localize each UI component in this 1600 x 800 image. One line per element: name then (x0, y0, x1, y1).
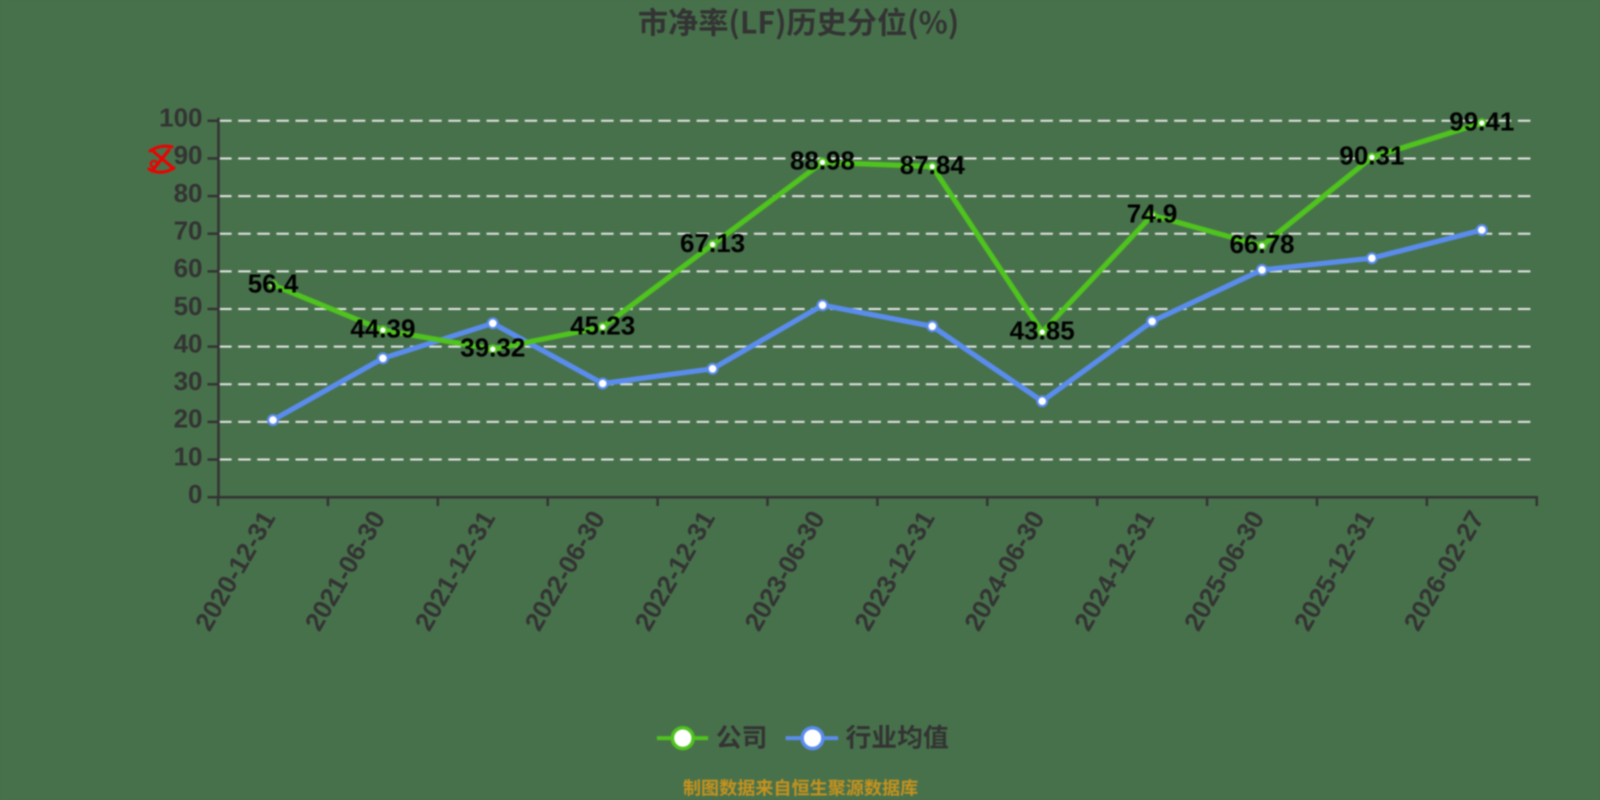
svg-text:60: 60 (174, 253, 203, 283)
svg-text:45.23: 45.23 (570, 310, 635, 340)
svg-text:44.39: 44.39 (350, 314, 415, 344)
svg-text:30: 30 (174, 366, 203, 396)
svg-text:10: 10 (174, 441, 203, 471)
svg-text:0: 0 (188, 479, 202, 509)
svg-text:99.41: 99.41 (1449, 106, 1514, 136)
svg-text:39.32: 39.32 (460, 333, 525, 363)
svg-text:80: 80 (174, 178, 203, 208)
svg-text:20: 20 (174, 404, 203, 434)
svg-text:66.78: 66.78 (1229, 229, 1294, 259)
svg-text:87.84: 87.84 (900, 150, 966, 180)
svg-text:88.98: 88.98 (790, 146, 855, 176)
svg-text:67.13: 67.13 (680, 228, 745, 258)
svg-text:70: 70 (174, 216, 203, 246)
svg-text:50: 50 (174, 291, 203, 321)
svg-text:43.85: 43.85 (1010, 316, 1075, 346)
svg-text:90: 90 (174, 140, 203, 170)
svg-text:40: 40 (174, 328, 203, 358)
svg-text:100: 100 (159, 103, 202, 133)
svg-text:74.9: 74.9 (1127, 199, 1178, 229)
svg-text:90.31: 90.31 (1339, 141, 1404, 171)
svg-text:56.4: 56.4 (248, 268, 299, 298)
